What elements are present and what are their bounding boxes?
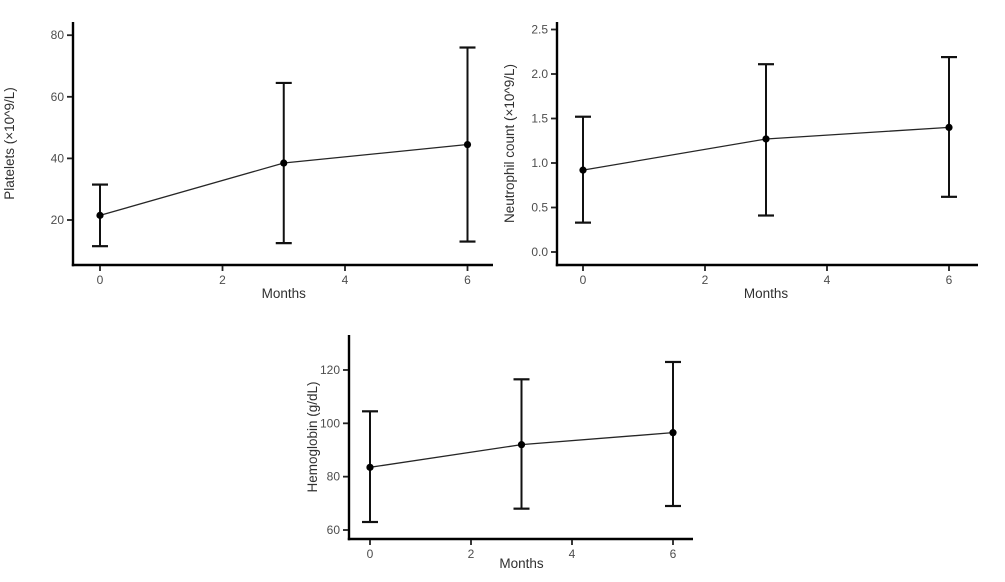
platelets-plot: 0 2 4 6 20 40 60 80 Months Platelets (×10^9/L) [2, 22, 493, 301]
x-axis-title: Months [744, 286, 789, 301]
x-tick-label: 4 [342, 273, 349, 287]
x-tick-label: 0 [580, 273, 587, 287]
data-point [945, 123, 953, 131]
x-tick-label: 2 [219, 273, 226, 287]
y-axis-title: Neutrophil count (×10^9/L) [502, 64, 517, 223]
x-tick-label: 4 [569, 547, 576, 561]
data-point [366, 463, 374, 471]
x-tick-label: 2 [702, 273, 709, 287]
x-tick-label: 0 [367, 547, 374, 561]
y-tick-label: 100 [320, 416, 340, 430]
y-axis-title: Platelets (×10^9/L) [2, 87, 17, 200]
y-tick-label: 2.5 [531, 23, 548, 37]
y-tick-label: 60 [327, 523, 341, 537]
hemoglobin-plot: 0 2 4 6 60 80 100 120 Months Hemoglobin (g/dL) [305, 335, 693, 571]
x-axis-title: Months [262, 286, 307, 301]
x-tick-label: 2 [468, 547, 475, 561]
data-point [579, 166, 587, 174]
x-tick-label: 6 [670, 547, 677, 561]
data-point [96, 211, 104, 219]
y-tick-label: 40 [51, 151, 65, 165]
y-tick-label: 120 [320, 363, 340, 377]
y-tick-label: 0.5 [531, 201, 548, 215]
y-tick-label: 80 [51, 28, 65, 42]
data-point [517, 441, 526, 449]
hemoglobin-chart: 0 2 4 6 60 80 100 120 Months Hemoglobin (g/dL) [295, 300, 755, 582]
data-point [669, 429, 677, 437]
x-tick-label: 6 [464, 273, 471, 287]
y-tick-label: 1.5 [531, 112, 548, 126]
y-tick-label: 20 [51, 213, 65, 227]
x-axis-title: Months [499, 556, 544, 571]
y-axis-title: Hemoglobin (g/dL) [305, 381, 320, 492]
neutrophil-count-plot: 0 2 4 6 0.0 0.5 1.0 1.5 2.0 2.5 Months Neutrophil c… [502, 22, 978, 301]
y-tick-label: 1.0 [531, 156, 548, 170]
y-tick-label: 60 [51, 90, 65, 104]
data-point [463, 140, 472, 149]
y-tick-label: 2.0 [531, 67, 548, 81]
platelets-chart: 0 2 4 6 20 40 60 80 Months Platelets (×10^9/L) [0, 0, 500, 310]
x-tick-label: 4 [824, 273, 831, 287]
y-tick-label: 0.0 [531, 245, 548, 259]
data-point [280, 159, 288, 167]
x-tick-label: 6 [946, 273, 953, 287]
y-tick-label: 80 [327, 470, 341, 484]
data-point [762, 135, 770, 143]
x-tick-label: 0 [97, 273, 104, 287]
neutrophil-count-chart: 0 2 4 6 0.0 0.5 1.0 1.5 2.0 2.5 Months Neutrophil c… [500, 0, 1005, 310]
